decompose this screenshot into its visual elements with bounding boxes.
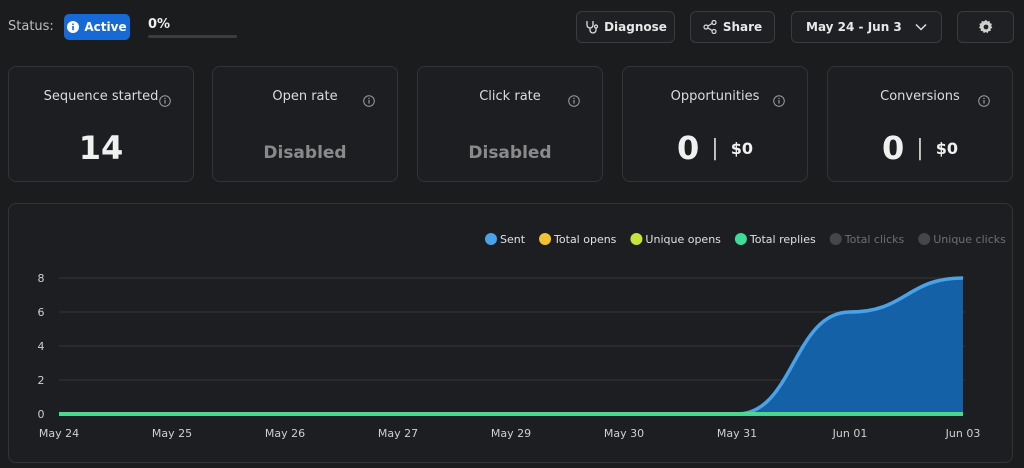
button-label: Diagnose xyxy=(604,20,667,34)
card-title: Click rate xyxy=(479,89,541,104)
x-tick-label: Jun 01 xyxy=(832,427,868,440)
legend-swatch xyxy=(918,233,931,245)
diagnose-button[interactable]: Diagnose xyxy=(576,11,675,43)
y-tick-label: 2 xyxy=(38,374,45,387)
page: {"header": {"status_label": "Status:", "… xyxy=(8,11,1014,463)
share-button[interactable]: Share xyxy=(690,11,775,43)
x-tick-label: May 30 xyxy=(604,427,644,440)
info-icon xyxy=(568,92,580,111)
metric-card: Open rate Disabled xyxy=(212,66,398,182)
gear-icon xyxy=(978,19,992,34)
card-value-row: 14 xyxy=(9,129,193,167)
status-label: Status: xyxy=(8,19,54,34)
button-label: Share xyxy=(722,20,763,34)
legend-label: Total replies xyxy=(749,233,816,246)
card-value: 0 xyxy=(677,129,700,167)
share-icon xyxy=(703,20,717,34)
card-amount: $0 xyxy=(730,138,753,158)
separator: | xyxy=(711,135,719,161)
card-title: Open rate xyxy=(272,89,338,104)
card-amount: $0 xyxy=(935,138,958,158)
y-tick-label: 8 xyxy=(38,272,45,285)
metric-card: Click rate Disabled xyxy=(417,66,603,182)
y-tick-label: 4 xyxy=(38,340,45,353)
info-icon xyxy=(67,21,80,33)
card-title: Sequence started xyxy=(43,89,159,104)
y-tick-label: 6 xyxy=(38,306,45,319)
stethoscope-icon xyxy=(586,21,599,34)
legend-swatch xyxy=(829,233,842,245)
status-text: Active xyxy=(84,20,127,34)
legend-label: Sent xyxy=(500,233,526,246)
x-tick-label: May 25 xyxy=(152,427,192,440)
legend-label: Total opens xyxy=(553,233,617,246)
legend-label: Unique opens xyxy=(645,233,721,246)
card-value-row: 0 | $0 xyxy=(828,129,1012,167)
info-icon xyxy=(363,92,375,111)
status-badge: Active xyxy=(64,14,130,40)
date-range: May 24 - Jun 3 xyxy=(806,20,902,34)
x-tick-label: May 29 xyxy=(491,427,531,440)
x-tick-label: May 27 xyxy=(378,427,418,440)
x-tick-label: May 26 xyxy=(265,427,305,440)
progress-bar xyxy=(148,35,237,38)
legend-label: Unique clicks xyxy=(933,233,1006,246)
area xyxy=(59,278,963,414)
card-value: 0 xyxy=(882,129,905,167)
legend-swatch xyxy=(485,233,497,245)
card-value-row: Disabled xyxy=(213,143,397,163)
info-icon xyxy=(978,92,990,111)
settings-button[interactable] xyxy=(957,11,1014,43)
card-title: Opportunities xyxy=(670,89,760,104)
info-icon xyxy=(773,92,785,111)
legend-swatch xyxy=(734,233,747,245)
info-icon xyxy=(159,92,171,111)
metric-card: Sequence started 14 xyxy=(8,66,194,182)
separator: | xyxy=(916,135,924,161)
legend-label: Total clicks xyxy=(844,233,905,246)
metric-card: Conversions 0 | $0 xyxy=(827,66,1013,182)
y-tick-label: 0 xyxy=(38,408,45,421)
chart-panel: 0 2 4 6 8 May 24 May 25 May 26 May 27 May 29 May 3… xyxy=(8,203,1013,463)
chart: 0 2 4 6 8 May 24 May 25 May 26 May 27 May 29 May 3… xyxy=(38,233,1006,440)
legend-swatch xyxy=(539,233,552,245)
card-value-row: Disabled xyxy=(418,143,602,163)
card-title: Conversions xyxy=(880,89,960,104)
card-value: Disabled xyxy=(263,143,347,163)
x-tick-label: May 24 xyxy=(39,427,79,440)
chevron-icon xyxy=(915,23,927,31)
card-value: Disabled xyxy=(468,143,552,163)
date-range-picker[interactable]: May 24 - Jun 3 xyxy=(791,11,942,43)
x-tick-label: May 31 xyxy=(717,427,757,440)
progress-text: 0% xyxy=(148,17,171,32)
metric-card: Opportunities 0 | $0 xyxy=(622,66,808,182)
card-value-row: 0 | $0 xyxy=(623,129,807,167)
x-tick-label: Jun 03 xyxy=(945,427,981,440)
card-value: 14 xyxy=(78,129,124,167)
legend-swatch xyxy=(630,233,643,245)
